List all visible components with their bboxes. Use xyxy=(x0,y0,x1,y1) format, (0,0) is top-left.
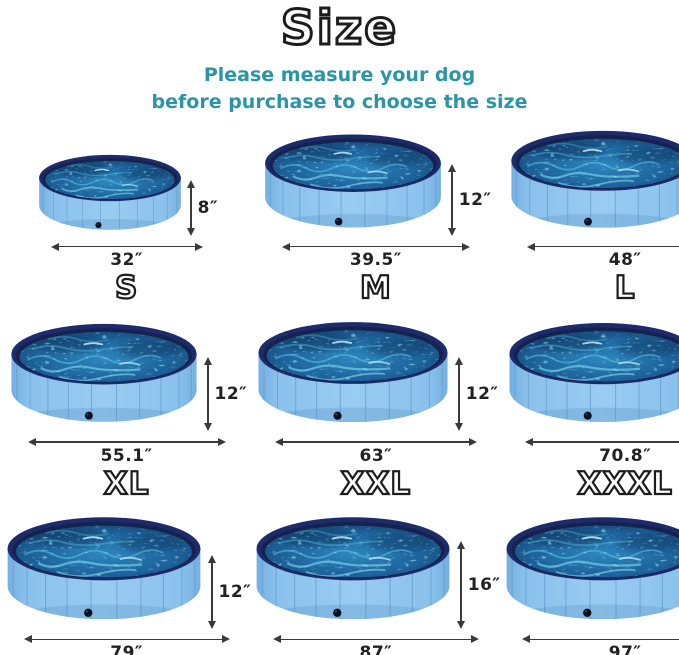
width-arrow-icon xyxy=(58,245,195,248)
height-dimension: 12″ xyxy=(451,171,492,228)
width-dimension: 79″ xyxy=(25,638,229,655)
size-card-xxl: 12″ 63″ XXL xyxy=(251,313,500,502)
width-dimension: 70.8″ xyxy=(526,441,679,466)
size-card-xl: 12″ 55.1″ XL xyxy=(2,313,251,502)
width-value: 55.1″ xyxy=(100,445,153,466)
pool-row: 12″ xyxy=(504,314,679,433)
height-arrow-icon xyxy=(458,365,460,424)
width-value: 32″ xyxy=(110,250,143,271)
width-dimension: 97″ xyxy=(523,638,679,655)
size-label: M xyxy=(359,270,392,307)
height-arrow-icon xyxy=(451,171,453,228)
page-title: Size xyxy=(279,1,399,56)
size-card-xxxl: 12″ 70.8″ XXXL xyxy=(501,313,679,502)
width-arrow-icon xyxy=(535,245,679,248)
width-dimension: 63″ xyxy=(276,441,476,466)
size-grid: 8″ 32″ S 12″ 39.5″ M xyxy=(0,116,679,655)
size-card-xxxxxl: 16″ 87″ XXXXXL xyxy=(251,508,500,655)
height-value: 12″ xyxy=(214,384,248,405)
pool-illustration xyxy=(501,508,679,630)
size-label: XXXL xyxy=(576,465,673,502)
height-dimension: 8″ xyxy=(190,187,219,228)
height-dimension: 12″ xyxy=(207,365,248,424)
height-value: 16″ xyxy=(467,574,501,595)
width-value: 97″ xyxy=(608,643,642,655)
height-value: 8″ xyxy=(197,197,219,218)
pool-row: 16″ xyxy=(501,508,679,630)
width-arrow-icon xyxy=(280,638,471,641)
width-arrow-icon xyxy=(530,638,679,641)
height-arrow-icon xyxy=(460,548,462,621)
pool-row: 16″ xyxy=(251,508,500,630)
size-label: S xyxy=(114,270,139,307)
pool-illustration xyxy=(260,126,446,238)
pool-illustration xyxy=(251,508,455,630)
width-value: 87″ xyxy=(359,643,393,655)
height-dimension: 12″ xyxy=(458,365,499,424)
size-card-xxxxxxl: 16″ 97″ XXXXXXL xyxy=(501,508,679,655)
size-label: XL xyxy=(103,465,150,502)
height-arrow-icon xyxy=(211,562,213,621)
width-value: 39.5″ xyxy=(349,250,402,271)
width-value: 48″ xyxy=(608,250,642,271)
width-dimension: 39.5″ xyxy=(283,245,469,271)
pool-row: 12″ xyxy=(253,313,498,433)
subtitle: Please measure your dog before purchase … xyxy=(0,62,679,115)
pool-row: 8″ xyxy=(35,148,218,238)
width-dimension: 32″ xyxy=(52,245,202,271)
height-dimension: 16″ xyxy=(460,548,501,621)
width-dimension: 55.1″ xyxy=(29,441,225,466)
width-arrow-icon xyxy=(35,441,218,443)
width-arrow-icon xyxy=(282,441,469,443)
height-value: 12″ xyxy=(218,581,252,602)
pool-row: 12″ xyxy=(506,122,679,238)
height-value: 12″ xyxy=(465,384,499,405)
size-card-m: 12″ 39.5″ M xyxy=(251,122,500,307)
pool-illustration xyxy=(506,122,679,238)
subtitle-line-2: before purchase to choose the size xyxy=(151,90,528,113)
size-card-xxxxl: 12″ 79″ XXXXL xyxy=(2,508,251,655)
header: Size Please measure your dog before purc… xyxy=(0,0,679,116)
size-label: XXL xyxy=(340,465,412,502)
width-arrow-icon xyxy=(289,245,462,248)
size-card-s: 8″ 32″ S xyxy=(2,122,251,307)
width-value: 63″ xyxy=(359,445,393,466)
size-card-l: 12″ 48″ L xyxy=(501,122,679,307)
height-dimension: 12″ xyxy=(211,562,252,621)
width-dimension: 87″ xyxy=(274,638,478,655)
width-arrow-icon xyxy=(31,638,222,641)
pool-row: 12″ xyxy=(260,126,491,238)
pool-row: 12″ xyxy=(6,315,247,433)
width-arrow-icon xyxy=(533,441,679,443)
height-arrow-icon xyxy=(207,365,209,424)
size-label: L xyxy=(614,270,636,307)
pool-illustration xyxy=(6,315,202,433)
pool-illustration xyxy=(504,314,679,433)
pool-row: 12″ xyxy=(2,508,251,630)
pool-illustration xyxy=(253,313,453,433)
width-value: 79″ xyxy=(110,643,143,655)
width-dimension: 48″ xyxy=(528,245,679,271)
pool-illustration xyxy=(2,508,206,630)
width-value: 70.8″ xyxy=(599,445,652,466)
height-arrow-icon xyxy=(190,187,192,228)
subtitle-line-1: Please measure your dog xyxy=(203,64,476,87)
pool-illustration xyxy=(35,148,185,238)
height-value: 12″ xyxy=(458,189,492,210)
